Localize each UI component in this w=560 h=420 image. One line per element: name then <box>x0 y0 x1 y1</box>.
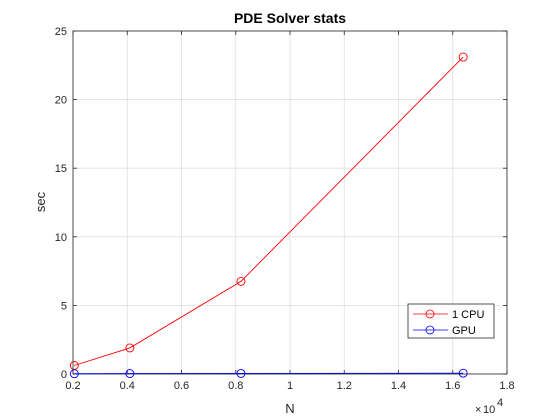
y-axis-label: sec <box>33 191 48 212</box>
x-tick-label: 1.2 <box>337 380 352 392</box>
x-exponent-prefix: × <box>475 404 481 416</box>
legend-box <box>407 303 495 339</box>
data-point-gpu <box>458 368 468 378</box>
data-point-1-cpu <box>458 52 468 62</box>
x-tick-label: 1.4 <box>391 380 406 392</box>
x-axis-exponent: × 10 4 <box>475 397 503 416</box>
x-axis-label: N <box>285 401 294 416</box>
x-tick-label: 0.4 <box>120 380 135 392</box>
y-tick-label: 20 <box>55 95 67 107</box>
data-point-gpu <box>125 369 135 379</box>
legend-marker-1cpu <box>425 309 435 319</box>
y-tick-label: 5 <box>61 300 67 312</box>
legend: 1 CPU GPU <box>407 303 495 339</box>
x-tick-label: 0.2 <box>65 380 80 392</box>
legend-label-1cpu: 1 CPU <box>452 309 484 321</box>
series-line-gpu <box>74 372 464 375</box>
data-point-1-cpu <box>236 276 246 286</box>
y-tick-label: 10 <box>55 232 67 244</box>
legend-marker-gpu <box>425 325 435 335</box>
legend-label-gpu: GPU <box>452 325 476 337</box>
y-tick-label: 25 <box>55 26 67 38</box>
data-point-gpu <box>236 369 246 378</box>
y-tick-label: 15 <box>55 163 67 175</box>
series-layer <box>69 52 468 379</box>
y-tick-label: 0 <box>61 369 67 381</box>
x-exponent-power: 4 <box>497 397 503 409</box>
series-line-1-cpu <box>74 56 464 366</box>
data-point-1-cpu <box>125 343 135 353</box>
axes-box <box>72 30 508 375</box>
x-tick-label: 1 <box>287 380 293 392</box>
x-tick-label: 0.6 <box>174 380 189 392</box>
x-exponent-base: 10 <box>483 404 495 416</box>
x-tick-label: 1.6 <box>445 380 460 392</box>
axes <box>72 30 508 375</box>
chart-title: PDE Solver stats <box>234 10 346 26</box>
data-point-gpu <box>69 369 79 379</box>
tick-labels: 0.2 0.4 0.6 0.8 1 1.2 1.4 1.6 1.8 0 5 10 15 20 25 <box>55 26 515 392</box>
x-tick-label: 1.8 <box>499 380 514 392</box>
x-tick-label: 0.8 <box>228 380 243 392</box>
